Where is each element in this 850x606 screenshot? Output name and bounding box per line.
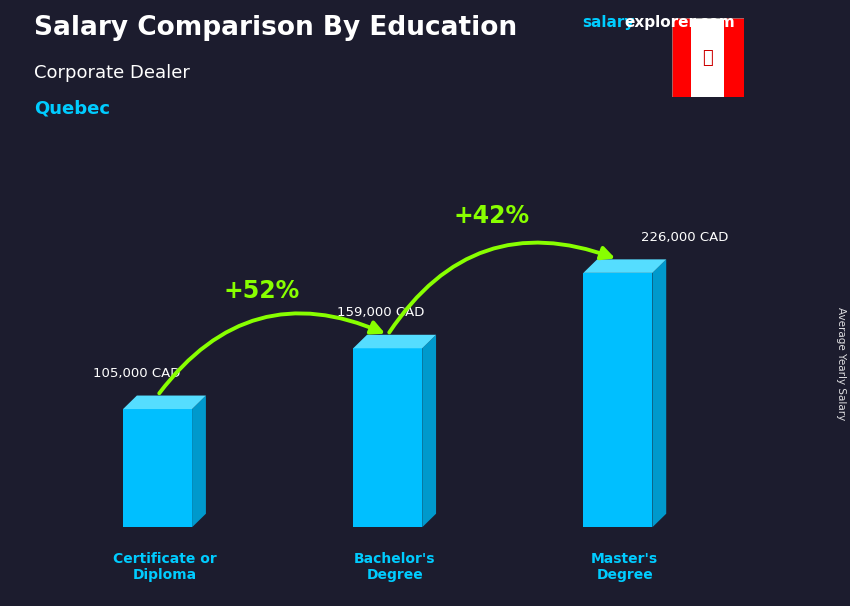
Text: +52%: +52% bbox=[223, 279, 299, 303]
Text: 🍁: 🍁 bbox=[702, 48, 713, 67]
Text: Master's
Degree: Master's Degree bbox=[592, 552, 659, 582]
Text: salary: salary bbox=[582, 15, 635, 30]
Text: Bachelor's
Degree: Bachelor's Degree bbox=[354, 552, 435, 582]
Bar bbox=[583, 273, 653, 527]
Polygon shape bbox=[192, 396, 206, 527]
Polygon shape bbox=[123, 396, 206, 409]
Bar bbox=[672, 18, 691, 97]
Text: Corporate Dealer: Corporate Dealer bbox=[34, 64, 190, 82]
Text: +42%: +42% bbox=[453, 204, 530, 228]
Bar bbox=[691, 18, 724, 97]
Bar bbox=[354, 348, 422, 527]
Polygon shape bbox=[653, 259, 666, 527]
Text: Quebec: Quebec bbox=[34, 100, 110, 118]
Polygon shape bbox=[354, 335, 436, 348]
Text: 159,000 CAD: 159,000 CAD bbox=[337, 306, 424, 319]
Bar bbox=[724, 18, 744, 97]
Text: 226,000 CAD: 226,000 CAD bbox=[641, 231, 728, 244]
Text: Salary Comparison By Education: Salary Comparison By Education bbox=[34, 15, 517, 41]
Bar bbox=[123, 409, 192, 527]
Text: explorer.com: explorer.com bbox=[625, 15, 735, 30]
Text: 105,000 CAD: 105,000 CAD bbox=[94, 367, 180, 380]
Polygon shape bbox=[583, 259, 666, 273]
Text: Average Yearly Salary: Average Yearly Salary bbox=[836, 307, 846, 420]
Text: Certificate or
Diploma: Certificate or Diploma bbox=[112, 552, 217, 582]
Polygon shape bbox=[422, 335, 436, 527]
